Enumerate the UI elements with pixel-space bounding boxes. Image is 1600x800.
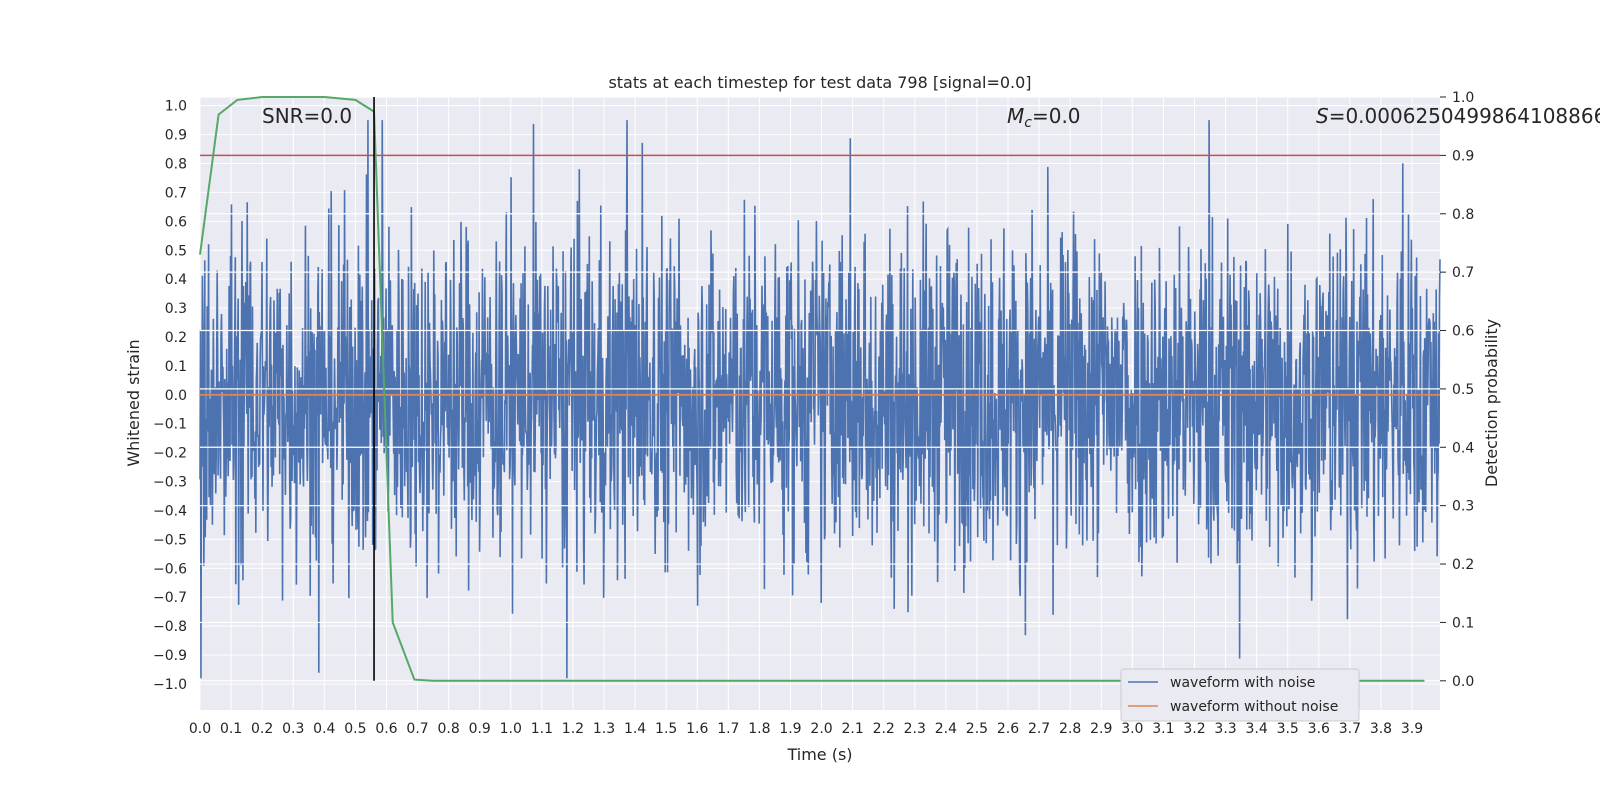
y2-tick-label: 0.7 <box>1452 265 1474 281</box>
x-tick-label: 3.6 <box>1308 721 1330 737</box>
mc-sub: c <box>1024 115 1032 131</box>
x-tick-label: 0.2 <box>251 721 273 737</box>
legend-box <box>1120 668 1360 722</box>
y-tick-label: 1.0 <box>165 99 187 115</box>
y-tick-label: 0.6 <box>165 214 187 230</box>
x-tick-label: 0.4 <box>313 721 335 737</box>
chart-title: stats at each timestep for test data 798… <box>608 73 1031 92</box>
s-suffix: =0.0006250499864108866 <box>1329 104 1600 128</box>
legend: waveform with noise waveform without noi… <box>1120 668 1360 722</box>
y-tick-label: 0.0 <box>165 388 187 404</box>
y-tick-label: −0.1 <box>153 417 187 433</box>
x-axis-label: Time (s) <box>786 745 852 764</box>
x-tick-label: 1.4 <box>624 721 646 737</box>
x-tick-label: 3.8 <box>1370 721 1392 737</box>
x-tick-label: 1.3 <box>593 721 615 737</box>
x-tick-label: 1.6 <box>686 721 708 737</box>
x-tick-label: 3.2 <box>1183 721 1205 737</box>
x-tick-label: 2.5 <box>966 721 988 737</box>
x-tick-label: 2.7 <box>1028 721 1050 737</box>
snr-annotation: SNR=0.0 <box>262 104 352 128</box>
x-tick-label: 0.6 <box>375 721 397 737</box>
x-tick-label: 1.1 <box>531 721 553 737</box>
legend-label-clean: waveform without noise <box>1170 699 1338 715</box>
s-annotation: S=0.0006250499864108866 <box>1316 104 1600 128</box>
x-tick-label: 1.8 <box>748 721 770 737</box>
mc-prefix: M <box>1007 104 1024 128</box>
y-tick-label: 0.3 <box>165 301 187 317</box>
s-prefix: S <box>1316 104 1329 128</box>
y-tick-label: 0.2 <box>165 330 187 346</box>
y-tick-label: 0.5 <box>165 243 187 259</box>
s-annotation-clip: S=0.0006250499864108866 <box>1316 104 1600 128</box>
x-tick-label: 0.3 <box>282 721 304 737</box>
x-tick-label: 0.5 <box>344 721 366 737</box>
x-tick-label: 2.0 <box>810 721 832 737</box>
detection-probability-line <box>199 96 1425 682</box>
y-axis-label: Whitened strain <box>124 339 143 466</box>
y2-axis-label: Detection probability <box>1482 319 1501 487</box>
y2-tick-label: 0.5 <box>1452 382 1474 398</box>
x-tick-label: 3.7 <box>1339 721 1361 737</box>
x-tick-label: 3.9 <box>1401 721 1423 737</box>
x-tick-label: 1.0 <box>500 721 522 737</box>
y2-tick-label: 0.9 <box>1452 148 1474 164</box>
x-tick-label: 2.8 <box>1059 721 1081 737</box>
x-tick-label: 0.8 <box>437 721 459 737</box>
y-tick-label: 0.4 <box>165 272 187 288</box>
x-tick-label: 1.2 <box>562 721 584 737</box>
x-tick-label: 3.5 <box>1277 721 1299 737</box>
x-tick-label: 3.3 <box>1214 721 1236 737</box>
y-tick-label: 0.9 <box>165 128 187 144</box>
y-tick-label: −1.0 <box>153 677 187 693</box>
y-tick-label: 0.1 <box>165 359 187 375</box>
y-tick-label: −0.7 <box>153 590 187 606</box>
y-tick-label: −0.5 <box>153 532 187 548</box>
x-tick-label: 1.5 <box>655 721 677 737</box>
x-tick-label: 1.9 <box>779 721 801 737</box>
y-tick-label: −0.8 <box>153 619 187 635</box>
waveform-with-noise-line <box>199 120 1441 679</box>
x-tick-label: 2.2 <box>873 721 895 737</box>
x-tick-label: 2.1 <box>841 721 863 737</box>
y2-tick-label: 0.8 <box>1452 207 1474 223</box>
mc-suffix: =0.0 <box>1032 104 1081 128</box>
y-tick-label: −0.4 <box>153 503 187 519</box>
y-tick-label: −0.3 <box>153 475 187 491</box>
x-axis-ticks: 0.0 0.1 0.2 0.3 0.4 0.5 0.6 0.7 0.8 0.9 1.0 1.1 1.2 1… <box>189 721 1423 737</box>
x-tick-label: 0.0 <box>189 721 211 737</box>
y-tick-label: −0.9 <box>153 648 187 664</box>
y2-tick-label: 1.0 <box>1452 90 1474 106</box>
y-tick-label: 0.7 <box>165 185 187 201</box>
y2-tick-label: 0.3 <box>1452 499 1474 515</box>
y2-tick-label: 0.0 <box>1452 674 1474 690</box>
y-tick-label: 0.8 <box>165 157 187 173</box>
noise-series <box>199 120 1441 679</box>
x-tick-label: 0.7 <box>406 721 428 737</box>
line-series <box>199 96 1440 682</box>
y2-tick-label: 0.4 <box>1452 440 1474 456</box>
y2-tick-label: 0.2 <box>1452 557 1474 573</box>
x-tick-label: 0.9 <box>469 721 491 737</box>
x-tick-label: 2.4 <box>935 721 957 737</box>
y2-tick-label: 0.6 <box>1452 324 1474 340</box>
x-tick-label: 2.3 <box>904 721 926 737</box>
y2-axis-ticks: 1.0 0.9 0.8 0.7 0.6 0.5 0.4 0.3 0.2 0.1 0.0 <box>1440 90 1474 690</box>
mc-annotation: Mc=0.0 <box>1007 104 1081 131</box>
y-tick-label: −0.6 <box>153 561 187 577</box>
x-tick-label: 3.4 <box>1246 721 1268 737</box>
legend-label-noise: waveform with noise <box>1170 675 1315 691</box>
x-tick-label: 1.7 <box>717 721 739 737</box>
x-tick-label: 3.1 <box>1152 721 1174 737</box>
x-tick-label: 2.6 <box>997 721 1019 737</box>
x-tick-label: 3.0 <box>1121 721 1143 737</box>
y2-tick-label: 0.1 <box>1452 615 1474 631</box>
y-tick-label: −0.2 <box>153 446 187 462</box>
x-tick-label: 2.9 <box>1090 721 1112 737</box>
y-axis-ticks: 1.0 0.9 0.8 0.7 0.6 0.5 0.4 0.3 0.2 0.1 0.0 −0.1 −0.… <box>153 99 187 693</box>
x-tick-label: 0.1 <box>220 721 242 737</box>
